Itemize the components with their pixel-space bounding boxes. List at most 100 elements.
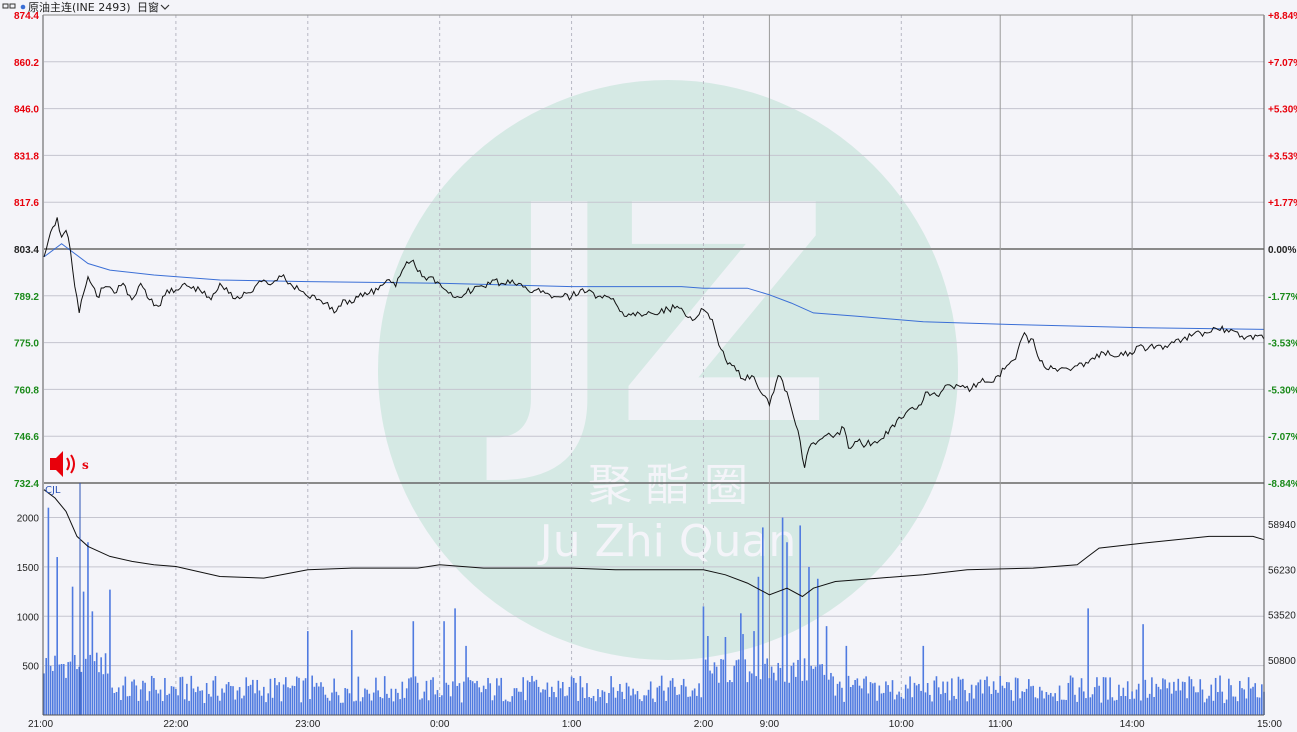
volume-bar	[249, 684, 252, 715]
volume-bar	[133, 679, 135, 715]
volume-bar	[874, 682, 876, 715]
volume-bar	[104, 653, 107, 715]
volume-bar	[924, 692, 927, 715]
volume-bar	[230, 685, 232, 715]
volume-bar	[414, 676, 417, 715]
volume-bar	[821, 664, 823, 715]
volume-bar	[179, 677, 182, 715]
volume-bar	[45, 658, 47, 715]
volume-bar	[533, 681, 535, 715]
volume-bar	[794, 676, 797, 715]
volume-bar	[518, 691, 520, 715]
layout-toggle-icon[interactable]	[2, 3, 16, 9]
volume-bar	[408, 678, 410, 715]
volume-bar	[676, 694, 678, 715]
volume-bar	[1245, 698, 1248, 715]
volume-bar	[687, 696, 689, 715]
volume-bar	[78, 666, 80, 715]
volume-bar	[458, 683, 461, 715]
volume-bar	[737, 659, 740, 715]
volume-bar	[412, 621, 415, 715]
volume-bar	[773, 672, 775, 715]
period-selector[interactable]: 日窗	[137, 0, 159, 14]
volume-bar	[531, 675, 533, 715]
volume-bar	[161, 701, 164, 715]
volume-bar	[474, 683, 476, 715]
price-tick-label: 746.6	[14, 432, 39, 443]
volume-bar	[647, 689, 650, 715]
volume-bar	[729, 680, 731, 715]
volume-bar	[583, 698, 586, 715]
volume-bar	[216, 695, 219, 715]
volume-bar	[124, 676, 127, 715]
volume-bar	[781, 517, 784, 715]
volume-bar	[507, 701, 509, 715]
volume-bar	[707, 636, 709, 715]
volume-bar	[674, 686, 676, 715]
volume-bar	[577, 700, 579, 715]
volume-bar	[792, 662, 795, 715]
volume-bar	[951, 678, 953, 715]
volume-bar	[1054, 693, 1056, 715]
volume-bar	[665, 700, 667, 715]
volume-bar	[564, 696, 566, 715]
volume-bar	[858, 685, 861, 715]
price-line	[43, 217, 1265, 468]
volume-bar	[1067, 682, 1070, 715]
volume-bar	[849, 686, 852, 715]
volume-bar	[131, 681, 133, 715]
volume-bar	[236, 690, 239, 715]
volume-bar	[113, 692, 116, 715]
volume-bar	[1052, 696, 1054, 715]
volume-bar	[234, 699, 237, 715]
volume-bar	[603, 691, 606, 715]
price-tick-label: 789.2	[14, 292, 39, 303]
volume-bar	[381, 698, 384, 715]
volume-bar	[1074, 694, 1076, 715]
volume-bar	[566, 695, 568, 715]
volume-bar	[902, 698, 905, 715]
oi-tick-label: 56230	[1268, 565, 1296, 576]
volume-bar	[287, 687, 289, 715]
volume-bar	[689, 696, 692, 715]
volume-bar	[898, 691, 900, 715]
volume-tick-label: 2000	[17, 514, 40, 525]
volume-bar	[1144, 679, 1147, 715]
volume-bar	[915, 685, 918, 715]
volume-bar	[1188, 676, 1191, 715]
volume-bar	[1170, 693, 1173, 715]
volume-bar	[548, 696, 551, 715]
volume-bar	[423, 691, 426, 715]
volume-bar	[1006, 682, 1008, 715]
volume-bar	[860, 688, 863, 715]
volume-bar	[306, 631, 309, 715]
volume-bar	[511, 696, 514, 715]
volume-bar	[544, 689, 546, 715]
volume-bar	[361, 697, 364, 715]
chevron-down-icon[interactable]	[160, 4, 170, 10]
volume-bar	[1190, 679, 1193, 715]
watermark-english: Ju Zhi Quan	[537, 516, 796, 567]
volume-bar	[1261, 684, 1263, 715]
volume-bar	[742, 634, 744, 715]
volume-bar	[1157, 686, 1160, 715]
volume-bar	[1056, 701, 1059, 715]
price-tick-label: 817.6	[14, 198, 39, 209]
instrument-title: 原油主连(INE 2493)	[28, 0, 131, 14]
volume-bar	[909, 676, 911, 715]
volume-bar	[225, 684, 228, 715]
volume-bar	[775, 680, 777, 715]
volume-bar	[975, 685, 977, 715]
volume-bar	[594, 701, 597, 715]
volume-bar	[291, 685, 294, 715]
sound-icon[interactable]: s	[50, 451, 89, 477]
volume-bar	[1133, 698, 1136, 715]
volume-bar	[425, 680, 428, 715]
volume-bar	[911, 697, 914, 715]
volume-bar	[830, 672, 832, 715]
volume-bar	[447, 684, 450, 715]
volume-bar	[1230, 685, 1232, 715]
volume-bar	[227, 682, 230, 715]
watermark-logo: JZ	[485, 142, 833, 491]
volume-bar	[1217, 692, 1219, 715]
